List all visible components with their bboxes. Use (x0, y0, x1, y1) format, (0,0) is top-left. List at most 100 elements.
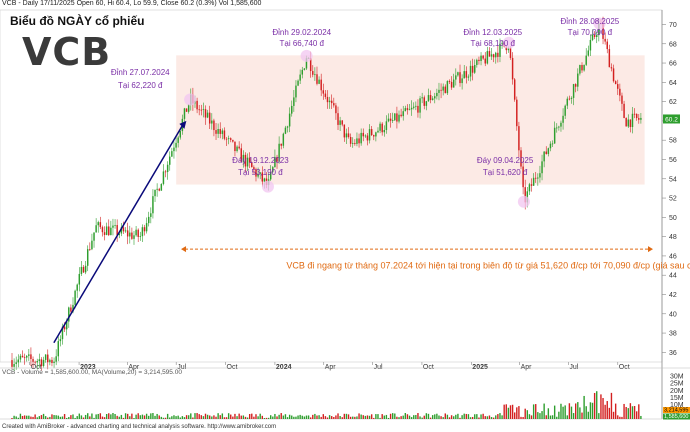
candle-body (585, 55, 587, 65)
candle-body (330, 100, 333, 104)
candle-body (141, 227, 144, 237)
candle-body (286, 126, 289, 128)
candle-body (215, 130, 217, 134)
x-tick-label: 2024 (276, 364, 292, 371)
candle-body (528, 184, 531, 192)
y-tick-label: 42 (669, 292, 677, 299)
volume-header: VCB - Volume = 1,585,600.00, MA(Volume,2… (2, 369, 182, 376)
candle-body (21, 355, 24, 358)
candle-body (312, 71, 314, 75)
candle-body (114, 225, 116, 226)
annotation-price: Tại 68,100 đ (471, 39, 516, 48)
uptrend-arrowhead (179, 120, 187, 129)
candle-body (204, 109, 207, 118)
candle-body (246, 157, 249, 167)
candle-body (442, 86, 444, 91)
candle-body (402, 111, 404, 117)
sideways-range-band (176, 55, 645, 185)
candle-body (89, 249, 91, 250)
candle-body (370, 129, 373, 136)
candle-body (105, 226, 108, 235)
candle-body (166, 164, 169, 173)
annotation-title: Đỉnh 29.02.2024 (272, 28, 331, 37)
candle-body (225, 138, 228, 140)
candle-body (42, 359, 45, 367)
candle-body (303, 68, 306, 70)
candle-body (269, 171, 272, 180)
candle-body (440, 89, 442, 91)
candle-body (486, 51, 489, 64)
candle-body (589, 39, 592, 51)
x-tick-label: Apr (521, 364, 533, 371)
candle-body (608, 49, 611, 68)
candle-body (17, 359, 20, 363)
candle-body (364, 135, 367, 137)
candle-body (619, 88, 621, 96)
pivot-marker (184, 93, 197, 106)
candle-body (171, 151, 173, 157)
candle-body (408, 109, 411, 111)
candle-body (227, 138, 230, 140)
candle-body (564, 105, 566, 116)
sideways-arrowhead-left (181, 246, 187, 253)
candle-body (339, 120, 341, 125)
candle-body (238, 146, 240, 149)
candle-body (381, 123, 383, 133)
y-tick-label: 46 (669, 253, 677, 260)
candle-body (118, 233, 121, 236)
candle-body (232, 139, 234, 142)
x-tick-label: Apr (128, 364, 140, 371)
y-tick-label: 36 (669, 350, 677, 357)
candle-body (55, 356, 57, 362)
candle-body (175, 142, 177, 148)
candle-body (499, 43, 501, 57)
candle-body (162, 171, 165, 184)
candle-body (623, 103, 625, 118)
candle-body (497, 52, 499, 57)
y-tick-label: 44 (669, 273, 677, 280)
candle-body (520, 150, 522, 167)
x-tick-label: Oct (619, 364, 630, 371)
candle-body (387, 118, 390, 122)
candle-body (221, 130, 224, 134)
candle-body (484, 58, 486, 64)
candle-body (431, 98, 434, 101)
volume-ma-tag (663, 407, 690, 413)
candle-body (259, 172, 261, 174)
y-tick-label: 50 (669, 215, 677, 222)
candle-body (337, 113, 339, 125)
candle-body (301, 69, 303, 75)
candle-body (341, 120, 343, 125)
candle-body (591, 34, 594, 40)
candle-body (263, 178, 266, 182)
volume-tick-label: 15M (670, 395, 684, 402)
candle-body (295, 85, 297, 98)
candle-body (446, 81, 449, 94)
candle-body (581, 65, 583, 71)
volume-last-label: 1,585,600 (664, 414, 688, 420)
chart-subtitle: Biểu đồ NGÀY cổ phiếu (10, 14, 145, 28)
candle-body (482, 55, 484, 59)
candle-body (366, 135, 369, 141)
candle-body (629, 119, 632, 128)
annotation-title: Đáy 09.04.2025 (477, 156, 534, 165)
candle-body (478, 59, 480, 61)
candle-body (640, 117, 642, 120)
candle-body (465, 71, 468, 78)
candle-body (74, 290, 76, 305)
candle-body (429, 95, 432, 101)
candle-body (137, 229, 139, 237)
pivot-marker (261, 180, 274, 193)
candle-body (492, 54, 495, 58)
candle-body (524, 187, 526, 203)
candle-body (595, 35, 598, 37)
candle-body (208, 112, 211, 124)
candle-body (349, 136, 352, 144)
candle-body (638, 118, 640, 120)
candle-body (122, 227, 125, 232)
candle-body (436, 92, 438, 97)
candle-body (152, 196, 154, 214)
y-tick-label: 62 (669, 99, 677, 106)
candle-body (293, 97, 295, 106)
candle-body (72, 304, 74, 312)
